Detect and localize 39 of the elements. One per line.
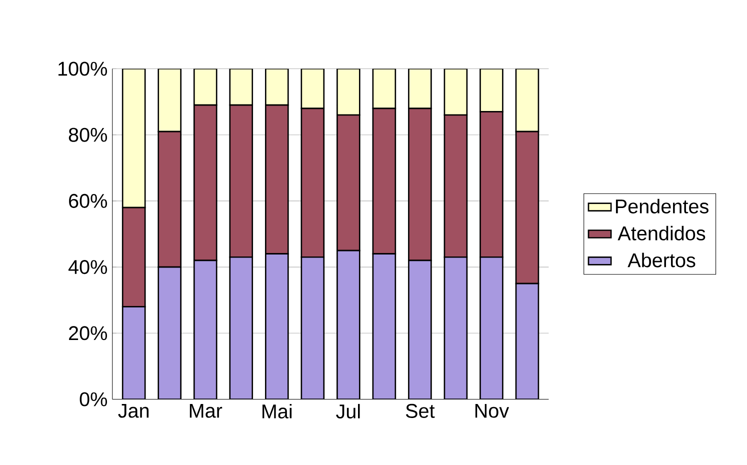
bar xyxy=(515,282,540,400)
y-tick-label: 60% xyxy=(69,194,107,208)
x-tick-label: Mai xyxy=(262,404,292,418)
y-tick-label: 80% xyxy=(68,128,107,142)
y-tick-label: 100% xyxy=(58,62,107,76)
bar xyxy=(515,68,540,132)
bar xyxy=(264,68,289,106)
bar xyxy=(336,250,360,400)
bar xyxy=(444,68,468,116)
bar xyxy=(444,256,468,400)
bar xyxy=(336,68,360,116)
bar xyxy=(122,68,146,208)
x-tick-label: Nov xyxy=(475,404,510,418)
x-tick-label: Jan xyxy=(118,404,149,418)
bar xyxy=(158,266,182,400)
legend-label: Pendentes xyxy=(616,198,708,214)
bar xyxy=(408,68,432,109)
bar xyxy=(408,260,432,400)
bar xyxy=(158,68,182,132)
bar xyxy=(372,68,396,109)
bar xyxy=(229,68,254,106)
bar xyxy=(193,260,218,400)
legend-label: Abertos xyxy=(628,252,696,268)
x-tick-label: Jul xyxy=(336,404,360,418)
bar xyxy=(300,256,325,400)
legend-label: Atendidos xyxy=(618,226,706,240)
bar xyxy=(480,68,504,112)
bar xyxy=(122,306,146,400)
bar xyxy=(229,256,254,400)
x-tick-label: Mar xyxy=(190,404,222,418)
bar xyxy=(193,68,218,106)
y-tick-label: 20% xyxy=(69,326,107,340)
bar xyxy=(300,68,325,109)
bar xyxy=(264,252,289,400)
bar xyxy=(372,252,396,400)
y-tick-label: 0% xyxy=(80,392,107,406)
y-tick-label: 40% xyxy=(68,260,107,274)
bar xyxy=(480,256,504,400)
x-tick-label: Set xyxy=(406,404,435,418)
